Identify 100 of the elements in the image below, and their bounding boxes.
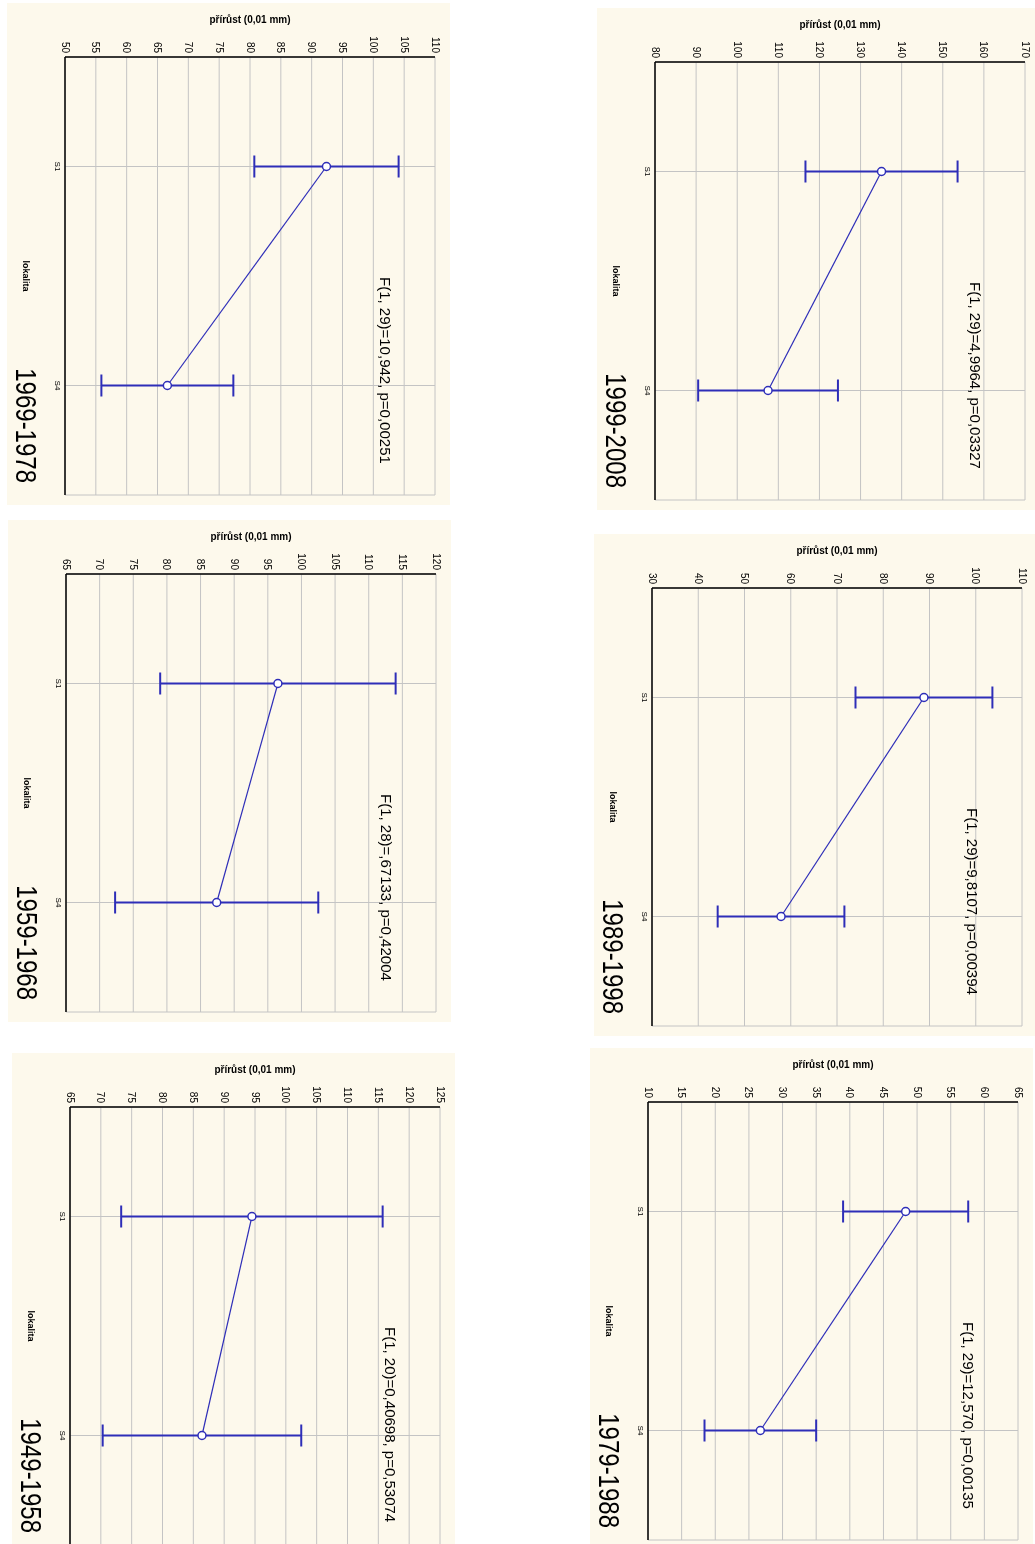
x-tick-label: 80 xyxy=(157,1091,168,1104)
x-tick-label: 70 xyxy=(94,558,106,571)
x-tick-label: 125 xyxy=(434,1086,446,1104)
x-tick-label: 30 xyxy=(777,1086,789,1099)
x-tick-label: 35 xyxy=(810,1086,822,1099)
y-tick-label: S1 xyxy=(643,166,652,177)
y-tick-label: S4 xyxy=(53,380,62,391)
x-axis-title: přírůst (0,01 mm) xyxy=(209,14,291,25)
x-tick-label: 40 xyxy=(844,1086,856,1099)
y-tick-label: S4 xyxy=(58,1430,67,1441)
y-tick-label: S4 xyxy=(636,1425,645,1436)
x-tick-label: 120 xyxy=(403,1086,415,1104)
x-tick-label: 65 xyxy=(152,41,163,54)
x-tick-label: 65 xyxy=(60,558,72,571)
x-tick-label: 95 xyxy=(337,41,348,54)
x-tick-label: 170 xyxy=(1019,41,1031,59)
x-tick-label: 100 xyxy=(367,36,379,54)
x-tick-label: 90 xyxy=(228,558,240,571)
x-tick-label: 115 xyxy=(396,554,408,571)
annotation: F(1, 29)=12,570, p=0,00135 xyxy=(960,1322,977,1509)
x-tick-label: 50 xyxy=(911,1086,923,1099)
text: 1969-1978 xyxy=(9,368,44,483)
x-tick-label: 65 xyxy=(1012,1086,1024,1099)
x-tick-label: 55 xyxy=(945,1086,957,1099)
x-tick-label: 100 xyxy=(970,567,982,585)
x-tick-label: 20 xyxy=(709,1086,721,1099)
x-tick-label: 50 xyxy=(739,572,750,585)
y-tick-label: S1 xyxy=(636,1206,645,1217)
x-axis-title: přírůst (0,01 mm) xyxy=(214,1064,296,1075)
x-tick-label: 120 xyxy=(813,41,825,59)
x-tick-label: 85 xyxy=(187,1091,199,1104)
x-tick-label: 65 xyxy=(64,1091,76,1104)
x-tick-label: 120 xyxy=(430,553,442,571)
x-tick-label: 95 xyxy=(249,1091,261,1104)
text: 1999-2008 xyxy=(599,373,634,488)
x-tick-label: 40 xyxy=(692,572,704,585)
x-tick-label: 55 xyxy=(90,41,102,54)
y-tick-label: S1 xyxy=(58,1211,67,1222)
x-tick-label: 110 xyxy=(772,42,784,59)
x-tick-label: 75 xyxy=(213,41,225,54)
annotation: F(1, 29)=4,9964, p=0,03327 xyxy=(967,282,984,469)
x-tick-label: 140 xyxy=(896,41,908,59)
x-tick-label: 80 xyxy=(877,572,889,585)
x-tick-label: 60 xyxy=(978,1086,990,1099)
x-tick-label: 95 xyxy=(262,558,274,571)
annotation: F(1, 29)=10,942, p=0,00251 xyxy=(377,277,394,464)
x-tick-label: 60 xyxy=(121,41,133,54)
annotation: F(1, 28)=,67133, p=0,42004 xyxy=(378,794,395,981)
y-axis-title: lokalita xyxy=(604,1305,614,1338)
x-tick-label: 100 xyxy=(280,1086,292,1104)
x-tick-label: 85 xyxy=(275,41,287,54)
x-tick-label: 10 xyxy=(642,1086,654,1099)
x-axis-title: přírůst (0,01 mm) xyxy=(796,545,878,556)
x-axis-title: přírůst (0,01 mm) xyxy=(210,531,292,542)
x-tick-label: 85 xyxy=(195,558,207,571)
x-tick-label: 90 xyxy=(690,46,702,59)
x-tick-label: 75 xyxy=(126,1091,138,1104)
x-tick-label: 50 xyxy=(59,41,71,54)
annotation: F(1, 20)=0,40698, p=0,53074 xyxy=(382,1327,399,1523)
x-tick-label: 105 xyxy=(311,1086,323,1104)
y-tick-label: S4 xyxy=(643,385,652,396)
x-tick-label: 70 xyxy=(182,41,194,54)
x-tick-label: 100 xyxy=(295,553,307,571)
x-tick-label: 160 xyxy=(978,41,990,59)
x-tick-label: 115 xyxy=(372,1087,384,1104)
y-tick-label: S1 xyxy=(640,692,649,703)
y-axis-title: lokalita xyxy=(608,791,618,824)
x-tick-label: 90 xyxy=(306,41,318,54)
x-tick-label: 80 xyxy=(244,41,256,54)
y-axis-title: lokalita xyxy=(21,260,31,293)
x-tick-label: 130 xyxy=(855,41,867,59)
x-tick-label: 90 xyxy=(924,572,935,585)
y-tick-label: S1 xyxy=(54,678,63,689)
x-axis-title: přírůst (0,01 mm) xyxy=(792,1059,874,1070)
x-tick-label: 105 xyxy=(398,36,410,54)
x-tick-label: 110 xyxy=(429,37,441,54)
text: 1949-1958 xyxy=(14,1418,49,1533)
x-tick-label: 15 xyxy=(676,1086,688,1099)
x-tick-label: 70 xyxy=(831,572,843,585)
x-tick-label: 45 xyxy=(877,1086,889,1099)
x-tick-label: 25 xyxy=(743,1086,755,1099)
x-tick-label: 110 xyxy=(342,1087,353,1104)
y-tick-label: S4 xyxy=(640,911,649,922)
x-tick-label: 110 xyxy=(1016,568,1028,585)
x-tick-label: 105 xyxy=(329,553,341,571)
annotation: F(1, 29)=9,8107, p=0,00394 xyxy=(964,808,981,995)
text: 1979-1988 xyxy=(592,1413,627,1528)
x-tick-label: 60 xyxy=(785,572,797,585)
y-axis-title: lokalita xyxy=(26,1310,36,1343)
x-tick-label: 110 xyxy=(363,554,375,571)
x-tick-label: 30 xyxy=(646,572,658,585)
y-tick-label: S1 xyxy=(53,161,62,172)
y-tick-label: S4 xyxy=(54,897,63,908)
x-axis-title: přírůst (0,01 mm) xyxy=(799,19,881,30)
text: 1959-1968 xyxy=(10,885,45,1000)
x-tick-label: 90 xyxy=(218,1091,230,1104)
y-axis-title: lokalita xyxy=(611,265,621,298)
x-tick-label: 80 xyxy=(161,558,173,571)
y-axis-title: lokalita xyxy=(22,777,32,810)
x-tick-label: 70 xyxy=(95,1091,107,1104)
